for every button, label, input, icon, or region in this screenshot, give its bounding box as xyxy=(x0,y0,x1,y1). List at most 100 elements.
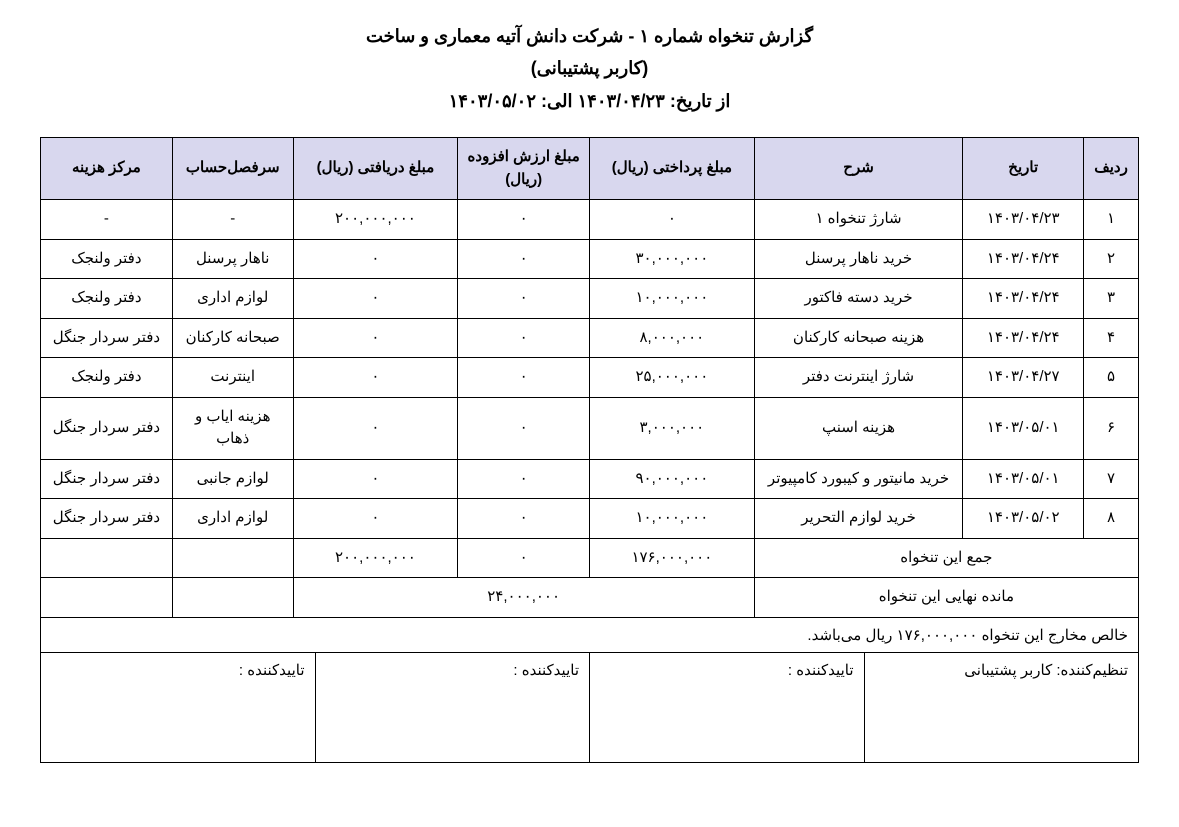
cell-paid: ۱۰,۰۰۰,۰۰۰ xyxy=(590,499,755,539)
sign-approver1: تاییدکننده : xyxy=(590,653,865,763)
cell-recv: ۰ xyxy=(293,239,458,279)
cell-date: ۱۴۰۳/۰۴/۲۴ xyxy=(963,318,1084,358)
cell-acct: اینترنت xyxy=(172,358,293,398)
table-row: ۲۱۴۰۳/۰۴/۲۴خرید ناهار پرسنل۳۰,۰۰۰,۰۰۰۰۰ن… xyxy=(41,239,1139,279)
cell-date: ۱۴۰۳/۰۴/۲۷ xyxy=(963,358,1084,398)
balance-cost-empty xyxy=(41,578,173,618)
cell-row: ۲ xyxy=(1084,239,1139,279)
cell-paid: ۱۰,۰۰۰,۰۰۰ xyxy=(590,279,755,319)
col-paid-header: مبلغ پرداختی (ریال) xyxy=(590,138,755,200)
cell-acct: هزینه ایاب و ذهاب xyxy=(172,397,293,459)
cell-date: ۱۴۰۳/۰۴/۲۴ xyxy=(963,239,1084,279)
sum-vat: ۰ xyxy=(458,538,590,578)
cell-desc: شارژ تنخواه ۱ xyxy=(754,200,963,240)
header-date-range: از تاریخ: ۱۴۰۳/۰۴/۲۳ الی: ۱۴۰۳/۰۵/۰۲ xyxy=(40,85,1139,117)
cell-desc: هزینه اسنپ xyxy=(754,397,963,459)
cell-cost: دفتر سردار جنگل xyxy=(41,397,173,459)
sign-approver2: تاییدکننده : xyxy=(315,653,590,763)
balance-value: ۲۴,۰۰۰,۰۰۰ xyxy=(293,578,754,618)
sum-label: جمع این تنخواه xyxy=(754,538,1138,578)
col-row-header: ردیف xyxy=(1084,138,1139,200)
cell-date: ۱۴۰۳/۰۵/۰۱ xyxy=(963,397,1084,459)
sum-acct-empty xyxy=(172,538,293,578)
balance-row: مانده نهایی این تنخواه ۲۴,۰۰۰,۰۰۰ xyxy=(41,578,1139,618)
cell-vat: ۰ xyxy=(458,318,590,358)
sum-cost-empty xyxy=(41,538,173,578)
cell-acct: لوازم جانبی xyxy=(172,459,293,499)
table-row: ۸۱۴۰۳/۰۵/۰۲خرید لوازم التحریر۱۰,۰۰۰,۰۰۰۰… xyxy=(41,499,1139,539)
cell-vat: ۰ xyxy=(458,499,590,539)
cell-paid: ۳۰,۰۰۰,۰۰۰ xyxy=(590,239,755,279)
cell-desc: شارژ اینترنت دفتر xyxy=(754,358,963,398)
cell-date: ۱۴۰۳/۰۵/۰۲ xyxy=(963,499,1084,539)
col-date-header: تاریخ xyxy=(963,138,1084,200)
cell-cost: دفتر سردار جنگل xyxy=(41,318,173,358)
balance-label: مانده نهایی این تنخواه xyxy=(754,578,1138,618)
col-received-header: مبلغ دریافتی (ریال) xyxy=(293,138,458,200)
cell-desc: هزینه صبحانه کارکنان xyxy=(754,318,963,358)
cell-paid: ۳,۰۰۰,۰۰۰ xyxy=(590,397,755,459)
table-row: ۷۱۴۰۳/۰۵/۰۱خرید مانیتور و کیبورد کامپیوت… xyxy=(41,459,1139,499)
cell-row: ۶ xyxy=(1084,397,1139,459)
cell-date: ۱۴۰۳/۰۴/۲۴ xyxy=(963,279,1084,319)
cell-cost: دفتر ولنجک xyxy=(41,239,173,279)
balance-acct-empty xyxy=(172,578,293,618)
cell-cost: - xyxy=(41,200,173,240)
cell-recv: ۰ xyxy=(293,397,458,459)
cell-acct: لوازم اداری xyxy=(172,279,293,319)
col-vat-header: مبلغ ارزش افزوده (ریال) xyxy=(458,138,590,200)
cell-vat: ۰ xyxy=(458,397,590,459)
cell-cost: دفتر ولنجک xyxy=(41,279,173,319)
cell-acct: لوازم اداری xyxy=(172,499,293,539)
cell-acct: صبحانه کارکنان xyxy=(172,318,293,358)
signature-table: تنظیم‌کننده: کاربر پشتیبانی تاییدکننده :… xyxy=(40,653,1139,764)
cell-recv: ۰ xyxy=(293,358,458,398)
cell-cost: دفتر سردار جنگل xyxy=(41,459,173,499)
cell-row: ۸ xyxy=(1084,499,1139,539)
petty-cash-table: ردیف تاریخ شرح مبلغ پرداختی (ریال) مبلغ … xyxy=(40,137,1139,618)
cell-date: ۱۴۰۳/۰۴/۲۳ xyxy=(963,200,1084,240)
table-row: ۴۱۴۰۳/۰۴/۲۴هزینه صبحانه کارکنان۸,۰۰۰,۰۰۰… xyxy=(41,318,1139,358)
cell-vat: ۰ xyxy=(458,279,590,319)
cell-desc: خرید لوازم التحریر xyxy=(754,499,963,539)
col-desc-header: شرح xyxy=(754,138,963,200)
cell-recv: ۲۰۰,۰۰۰,۰۰۰ xyxy=(293,200,458,240)
cell-paid: ۰ xyxy=(590,200,755,240)
cell-date: ۱۴۰۳/۰۵/۰۱ xyxy=(963,459,1084,499)
cell-vat: ۰ xyxy=(458,459,590,499)
cell-vat: ۰ xyxy=(458,358,590,398)
header-subtitle: (کاربر پشتیبانی) xyxy=(40,52,1139,84)
sum-recv: ۲۰۰,۰۰۰,۰۰۰ xyxy=(293,538,458,578)
table-row: ۳۱۴۰۳/۰۴/۲۴خرید دسته فاکتور۱۰,۰۰۰,۰۰۰۰۰ل… xyxy=(41,279,1139,319)
cell-recv: ۰ xyxy=(293,279,458,319)
table-row: ۵۱۴۰۳/۰۴/۲۷شارژ اینترنت دفتر۲۵,۰۰۰,۰۰۰۰۰… xyxy=(41,358,1139,398)
report-header: گزارش تنخواه شماره ۱ - شرکت دانش آتیه مع… xyxy=(40,20,1139,117)
sum-paid: ۱۷۶,۰۰۰,۰۰۰ xyxy=(590,538,755,578)
cell-row: ۵ xyxy=(1084,358,1139,398)
cell-vat: ۰ xyxy=(458,239,590,279)
cell-desc: خرید ناهار پرسنل xyxy=(754,239,963,279)
cell-desc: خرید مانیتور و کیبورد کامپیوتر xyxy=(754,459,963,499)
table-row: ۶۱۴۰۳/۰۵/۰۱هزینه اسنپ۳,۰۰۰,۰۰۰۰۰هزینه ای… xyxy=(41,397,1139,459)
cell-recv: ۰ xyxy=(293,318,458,358)
sign-preparer: تنظیم‌کننده: کاربر پشتیبانی xyxy=(864,653,1139,763)
col-costcenter-header: مرکز هزینه xyxy=(41,138,173,200)
sign-approver3: تاییدکننده : xyxy=(41,653,316,763)
cell-row: ۱ xyxy=(1084,200,1139,240)
table-header-row: ردیف تاریخ شرح مبلغ پرداختی (ریال) مبلغ … xyxy=(41,138,1139,200)
cell-desc: خرید دسته فاکتور xyxy=(754,279,963,319)
table-row: ۱۱۴۰۳/۰۴/۲۳شارژ تنخواه ۱۰۰۲۰۰,۰۰۰,۰۰۰-- xyxy=(41,200,1139,240)
cell-acct: ناهار پرسنل xyxy=(172,239,293,279)
cell-row: ۳ xyxy=(1084,279,1139,319)
cell-row: ۷ xyxy=(1084,459,1139,499)
cell-recv: ۰ xyxy=(293,499,458,539)
cell-vat: ۰ xyxy=(458,200,590,240)
col-account-header: سرفصل‌حساب xyxy=(172,138,293,200)
cell-cost: دفتر ولنجک xyxy=(41,358,173,398)
header-title: گزارش تنخواه شماره ۱ - شرکت دانش آتیه مع… xyxy=(40,20,1139,52)
cell-cost: دفتر سردار جنگل xyxy=(41,499,173,539)
cell-paid: ۹۰,۰۰۰,۰۰۰ xyxy=(590,459,755,499)
cell-paid: ۲۵,۰۰۰,۰۰۰ xyxy=(590,358,755,398)
cell-acct: - xyxy=(172,200,293,240)
cell-recv: ۰ xyxy=(293,459,458,499)
